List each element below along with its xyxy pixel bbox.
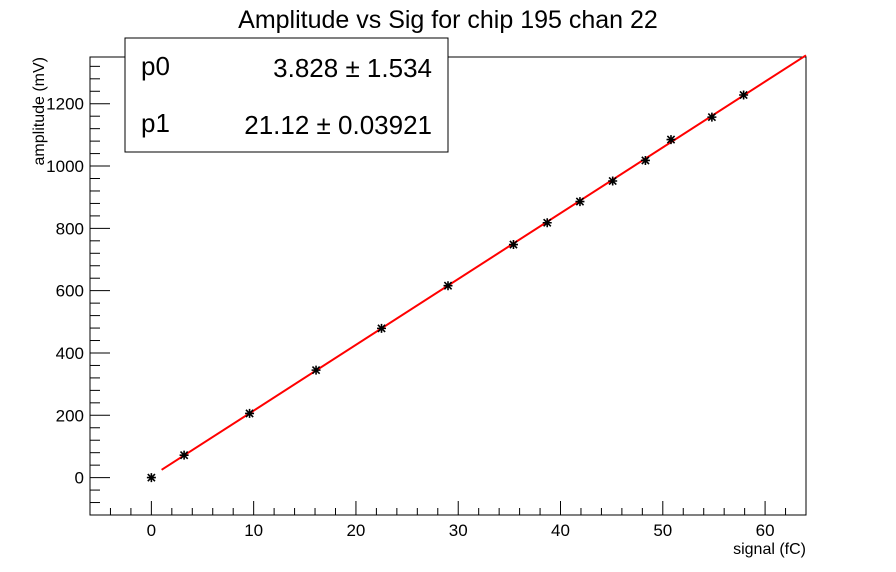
x-axis: 0 10 20 30 40 50 60: [89, 501, 807, 540]
data-point: [542, 218, 552, 228]
data-point: [666, 135, 676, 145]
y-tick-label: 200: [56, 406, 84, 425]
asterisk-marker: [707, 112, 717, 122]
y-axis: 0 200 400 600 800 1000 1200: [46, 65, 110, 516]
asterisk-marker: [179, 450, 189, 460]
asterisk-marker: [443, 281, 453, 291]
fit-stats-box: p0 3.828 ± 1.534 p1 21.12 ± 0.03921: [124, 37, 449, 153]
data-point: [377, 323, 387, 333]
stat-value-p1: 21.12 ± 0.03921: [244, 110, 432, 140]
x-tick-label: 30: [449, 521, 468, 540]
data-points: [146, 90, 749, 483]
asterisk-marker: [666, 135, 676, 145]
fit-layer: [161, 54, 807, 471]
asterisk-marker: [542, 218, 552, 228]
asterisk-marker: [311, 365, 321, 375]
y-tick-label: 1000: [46, 157, 84, 176]
x-tick-label: 50: [653, 521, 672, 540]
fit-line: [161, 54, 807, 471]
x-tick-label: 0: [147, 521, 156, 540]
data-point: [245, 408, 255, 418]
data-point: [443, 281, 453, 291]
asterisk-marker: [739, 90, 749, 100]
y-tick-label: 800: [56, 219, 84, 238]
data-point: [146, 473, 156, 483]
x-axis-label: signal (fC): [733, 541, 806, 558]
data-point: [640, 155, 650, 165]
x-tick-label: 10: [244, 521, 263, 540]
x-tick-label: 40: [551, 521, 570, 540]
stat-value-p0: 3.828 ± 1.534: [273, 53, 432, 83]
x-tick-label: 60: [756, 521, 775, 540]
stats-box-frame: [124, 37, 449, 153]
y-tick-label: 600: [56, 282, 84, 301]
asterisk-marker: [146, 473, 156, 483]
data-point: [608, 176, 618, 186]
asterisk-marker: [245, 408, 255, 418]
asterisk-marker: [608, 176, 618, 186]
data-point: [739, 90, 749, 100]
data-point: [575, 197, 585, 207]
stat-name-p0: p0: [141, 51, 170, 81]
data-point: [508, 240, 518, 250]
asterisk-marker: [508, 240, 518, 250]
data-point: [707, 112, 717, 122]
asterisk-marker: [640, 155, 650, 165]
y-axis-label: amplitude (mV): [31, 57, 48, 165]
y-tick-label: 1200: [46, 95, 84, 114]
asterisk-marker: [377, 323, 387, 333]
chart-title: Amplitude vs Sig for chip 195 chan 22: [238, 6, 658, 34]
stat-name-p1: p1: [141, 108, 170, 138]
data-point: [311, 365, 321, 375]
asterisk-marker: [575, 197, 585, 207]
y-tick-label: 400: [56, 344, 84, 363]
x-tick-label: 20: [346, 521, 365, 540]
data-point: [179, 450, 189, 460]
y-tick-label: 0: [75, 469, 84, 488]
